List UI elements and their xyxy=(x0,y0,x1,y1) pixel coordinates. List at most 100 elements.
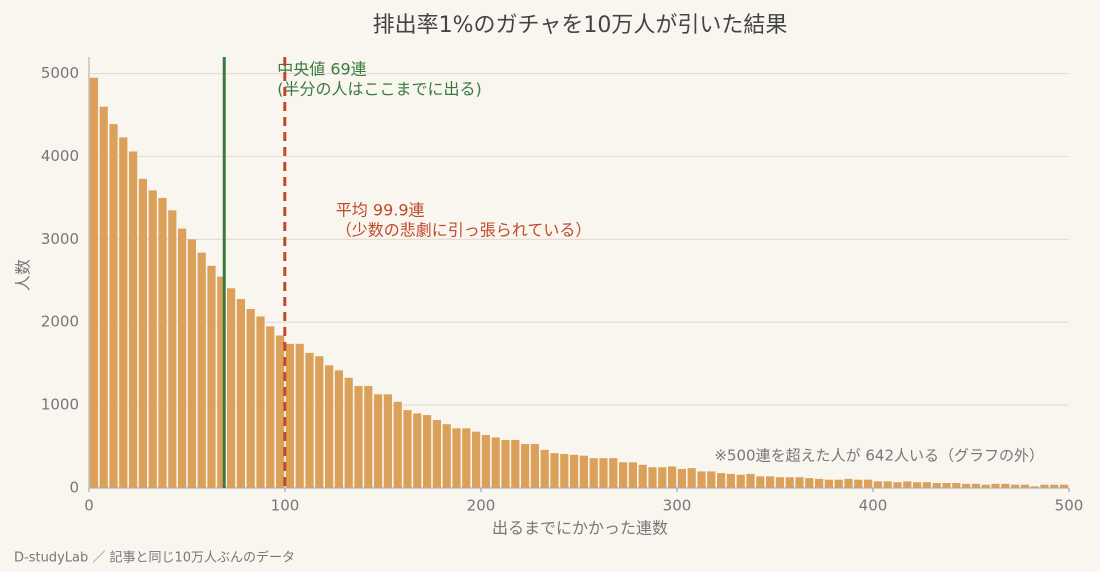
bar xyxy=(481,434,490,488)
reference-label: 平均 99.9連 xyxy=(336,201,425,220)
bar xyxy=(383,394,392,488)
x-axis-label: 出るまでにかかった連数 xyxy=(492,519,668,538)
bar xyxy=(834,479,843,488)
bar xyxy=(462,428,471,488)
footer: D-studyLab ／ 記事と同じ10万人ぶんのデータ xyxy=(14,550,295,566)
x-tick-label: 400 xyxy=(859,497,888,515)
reference-label: (半分の人はここまでに出る) xyxy=(277,80,482,99)
bar xyxy=(717,473,726,488)
bar xyxy=(883,481,892,488)
bar xyxy=(364,386,373,488)
bar xyxy=(246,308,255,488)
bar xyxy=(374,394,383,488)
bar xyxy=(325,365,334,488)
bar xyxy=(932,483,941,488)
bar xyxy=(648,467,657,488)
bar xyxy=(893,482,902,488)
bar xyxy=(726,473,735,488)
bar xyxy=(560,454,569,488)
bar xyxy=(570,454,579,488)
x-tick-label: 100 xyxy=(271,497,300,515)
bar xyxy=(922,482,931,488)
bar xyxy=(1050,484,1059,488)
bar xyxy=(873,481,882,488)
bar xyxy=(746,473,755,488)
bar xyxy=(305,352,314,488)
bar xyxy=(1001,483,1010,488)
bar xyxy=(432,420,441,488)
bar xyxy=(991,483,1000,488)
bar xyxy=(442,424,451,488)
bar xyxy=(619,462,628,488)
bar xyxy=(550,453,559,488)
bar xyxy=(315,356,324,488)
bar xyxy=(736,474,745,488)
bar xyxy=(99,106,108,488)
bar xyxy=(354,386,363,488)
bar xyxy=(197,252,206,488)
bar xyxy=(423,415,432,488)
y-axis-label: 人数 xyxy=(14,259,33,291)
bar xyxy=(785,477,794,488)
bar xyxy=(913,482,922,488)
bar xyxy=(952,483,961,488)
bar xyxy=(599,458,608,488)
bar xyxy=(207,265,216,488)
bar xyxy=(295,343,304,488)
bar xyxy=(1060,484,1069,488)
y-tick-label: 4000 xyxy=(41,147,79,165)
bar xyxy=(521,444,530,488)
reference-label: （少数の悲劇に引っ張られている） xyxy=(336,221,592,240)
x-tick-label: 200 xyxy=(467,497,496,515)
bar xyxy=(766,476,775,488)
bar xyxy=(579,455,588,488)
bar xyxy=(276,335,285,488)
bar xyxy=(795,477,804,488)
x-tick-label: 500 xyxy=(1055,497,1084,515)
bar xyxy=(805,478,814,488)
bar xyxy=(129,151,138,488)
bar xyxy=(158,197,167,488)
y-tick-label: 3000 xyxy=(41,230,79,248)
bar xyxy=(1040,484,1049,488)
bar xyxy=(942,483,951,488)
bar xyxy=(854,479,863,488)
bar xyxy=(903,481,912,488)
y-tick-label: 2000 xyxy=(41,313,79,331)
bar xyxy=(677,468,686,488)
y-tick-label: 0 xyxy=(69,479,79,497)
bar xyxy=(344,377,353,488)
bar xyxy=(119,137,128,488)
bar xyxy=(413,413,422,488)
bar xyxy=(217,276,226,488)
chart-title: 排出率1%のガチャを10万人が引いた結果 xyxy=(373,13,788,38)
bar xyxy=(609,458,618,488)
x-tick-label: 300 xyxy=(663,497,692,515)
bar xyxy=(697,471,706,488)
bar xyxy=(530,444,539,488)
bar xyxy=(844,478,853,488)
bar xyxy=(285,343,294,488)
bar xyxy=(334,370,343,488)
y-tick-label: 5000 xyxy=(41,64,79,82)
bar xyxy=(452,428,461,488)
bar xyxy=(256,316,265,488)
reference-label: 中央値 69連 xyxy=(277,60,366,79)
bar xyxy=(109,124,118,488)
bar xyxy=(403,410,412,488)
bar xyxy=(864,479,873,488)
bar xyxy=(148,190,157,489)
bar xyxy=(962,483,971,488)
bar xyxy=(511,439,520,488)
bar xyxy=(815,478,824,488)
x-tick-label: 0 xyxy=(84,497,94,515)
bar xyxy=(756,476,765,488)
bar xyxy=(138,178,147,488)
bar xyxy=(89,77,98,488)
bar xyxy=(658,467,667,488)
bar xyxy=(824,479,833,488)
bar xyxy=(1011,484,1020,488)
bar xyxy=(628,462,637,488)
bar xyxy=(687,468,696,488)
